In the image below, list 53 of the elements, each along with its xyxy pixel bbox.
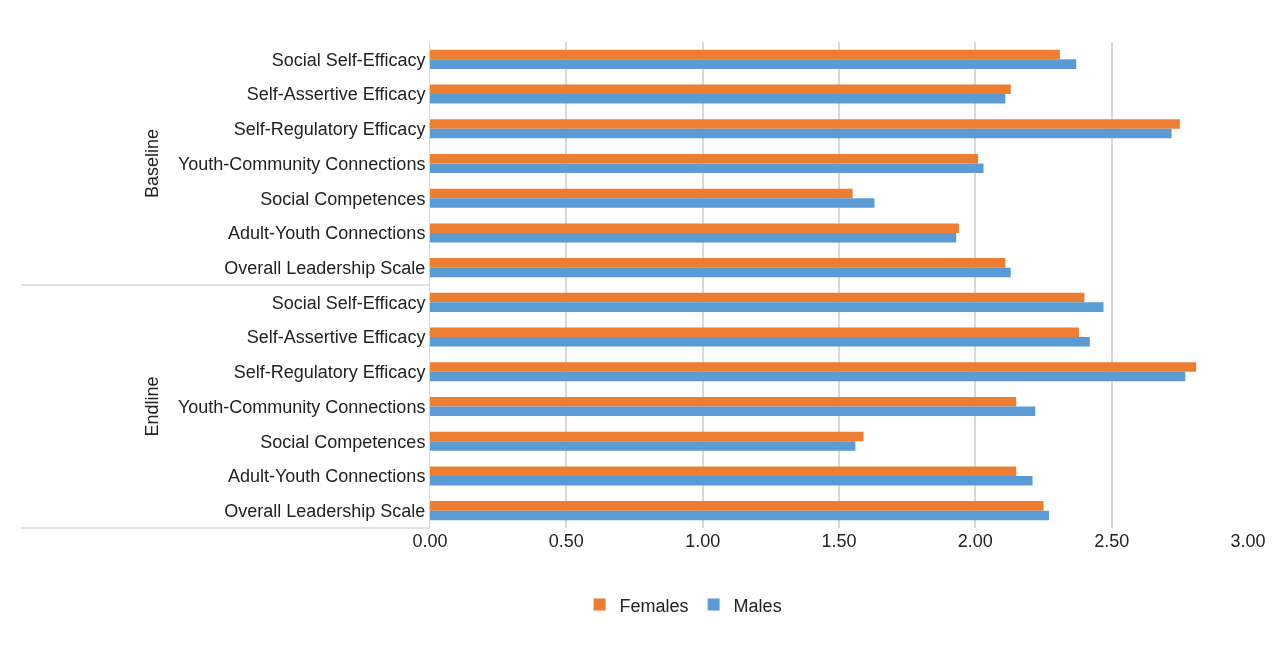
bar	[430, 84, 1011, 95]
y-tick-label: Youth-Community Connections	[177, 396, 426, 417]
bar	[430, 501, 1044, 511]
bar	[430, 510, 1049, 521]
bar	[430, 292, 1085, 303]
bar	[430, 163, 984, 174]
bar	[430, 475, 1033, 486]
bar	[430, 337, 1090, 347]
y-tick-label: Youth-Community Connections	[177, 153, 426, 174]
y-tick-label: Overall Leadership Scale	[224, 500, 426, 521]
y-tick-label: Self-Assertive Efficacy	[246, 327, 426, 348]
bar	[430, 198, 875, 208]
bar	[430, 49, 1060, 60]
bar	[430, 441, 856, 451]
legend-label: Females	[619, 595, 689, 616]
bar	[430, 302, 1104, 312]
bar	[430, 188, 853, 199]
bar	[430, 396, 1017, 407]
bar	[430, 119, 1180, 129]
bar	[430, 267, 1011, 278]
legend-label: Males	[733, 595, 782, 616]
x-tick-label: 2.50	[1094, 531, 1130, 551]
y-tick-label: Social Competences	[260, 188, 426, 209]
bar	[430, 406, 1036, 417]
y-tick-label: Self-Regulatory Efficacy	[233, 362, 426, 383]
x-tick-label: 0.50	[548, 531, 584, 551]
y-tick-label: Social Self-Efficacy	[271, 49, 426, 70]
bar	[430, 258, 1006, 268]
bar	[430, 371, 1186, 382]
bar	[430, 94, 1006, 104]
y-tick-label: Self-Assertive Efficacy	[246, 84, 426, 105]
bar	[430, 362, 1197, 372]
bar	[430, 431, 864, 442]
y-tick-label: Self-Regulatory Efficacy	[233, 119, 426, 140]
y-tick-label: Adult-Youth Connections	[227, 466, 426, 487]
bar	[430, 327, 1079, 338]
x-tick-label: 1.50	[821, 531, 857, 551]
bar	[430, 466, 1017, 476]
y-tick-label: Social Self-Efficacy	[271, 292, 426, 313]
y-tick-label: Overall Leadership Scale	[224, 257, 426, 278]
x-tick-label: 3.00	[1230, 531, 1266, 551]
bar	[430, 153, 979, 164]
x-tick-label: 1.00	[685, 531, 721, 551]
bar	[430, 232, 957, 243]
y-axis-title: Endline	[142, 376, 163, 437]
bar	[430, 59, 1077, 69]
y-tick-label: Social Competences	[260, 431, 426, 452]
bar	[430, 128, 1172, 139]
bar	[430, 223, 959, 233]
y-axis-title: Baseline	[142, 128, 163, 199]
x-tick-label: 0.00	[412, 531, 448, 551]
x-tick-label: 2.00	[957, 531, 993, 551]
y-tick-label: Adult-Youth Connections	[227, 223, 426, 244]
